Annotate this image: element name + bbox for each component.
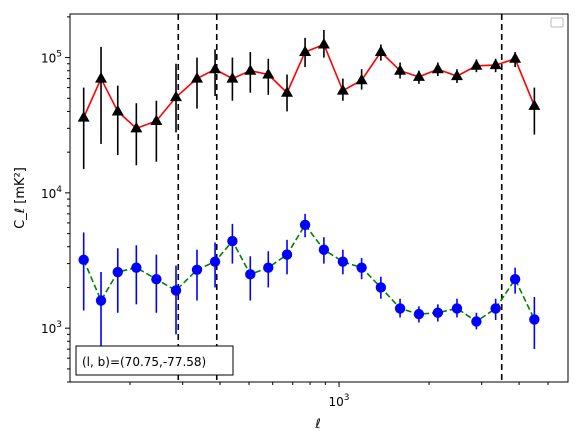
- circle-marker: [394, 303, 406, 314]
- triangle-marker: [150, 114, 163, 126]
- triangle-marker: [355, 73, 368, 85]
- triangle-marker: [431, 62, 444, 74]
- triangle-marker: [374, 45, 387, 57]
- circle-marker: [471, 316, 482, 327]
- circle-marker: [451, 303, 463, 314]
- circle-marker: [95, 295, 107, 306]
- triangle-marker: [489, 58, 502, 70]
- circle-marker: [151, 274, 162, 285]
- circle-marker: [509, 274, 521, 285]
- y-axis-label: C_ℓ [mK²]: [13, 167, 28, 229]
- circle-marker: [490, 303, 501, 314]
- triangle-marker: [191, 72, 203, 83]
- triangle-marker: [209, 62, 222, 74]
- triangle-marker: [281, 86, 293, 97]
- triangle-marker: [470, 59, 483, 70]
- circle-marker: [209, 256, 221, 267]
- triangle-marker: [451, 69, 463, 81]
- triangle-marker: [226, 72, 239, 83]
- circle-marker: [375, 282, 387, 293]
- x-tick-label: 103: [329, 393, 350, 409]
- circle-marker: [245, 269, 256, 280]
- circle-marker: [78, 254, 89, 266]
- series-line: [82, 223, 536, 323]
- triangle-marker: [412, 70, 425, 81]
- circle-marker: [413, 308, 425, 320]
- circle-marker: [131, 262, 142, 273]
- circle-marker: [227, 235, 238, 247]
- circle-marker: [318, 244, 330, 255]
- triangle-marker: [130, 121, 143, 133]
- plot-area: [77, 14, 541, 382]
- x-axis-label: ℓ: [314, 417, 320, 432]
- circle-marker: [170, 285, 182, 296]
- annotation-box: [75, 345, 234, 376]
- circle-marker: [191, 264, 203, 276]
- y-tick-label: 105: [41, 50, 62, 66]
- triangle-marker: [111, 104, 124, 116]
- circle-marker: [263, 262, 274, 273]
- triangle-marker: [95, 72, 108, 83]
- series-line: [82, 43, 536, 130]
- triangle-marker: [170, 90, 182, 102]
- axes-frame: [69, 13, 569, 383]
- triangle-marker: [509, 52, 522, 63]
- y-tick-label: 104: [41, 185, 62, 201]
- y-tick-label: 103: [41, 320, 62, 336]
- circle-marker: [529, 314, 540, 325]
- legend-box: [550, 17, 564, 28]
- triangle-marker: [336, 84, 349, 95]
- triangle-marker: [528, 99, 541, 110]
- triangle-marker: [317, 37, 330, 49]
- circle-marker: [432, 307, 444, 318]
- circle-marker: [337, 256, 349, 267]
- circle-marker: [299, 219, 311, 231]
- coordinates-annotation: (l, b)=(70.75,-77.58): [75, 345, 234, 376]
- triangle-marker: [77, 111, 90, 122]
- annotation-text: (l, b)=(70.75,-77.58): [82, 355, 206, 369]
- triangle-marker: [262, 67, 275, 79]
- axis-ticks: 103 103 104 105: [41, 16, 549, 409]
- triangle-marker: [394, 64, 407, 75]
- circle-marker: [356, 262, 367, 273]
- triangle-marker: [299, 45, 312, 57]
- circle-marker: [281, 249, 293, 260]
- circle-marker: [112, 266, 123, 278]
- triangle-marker: [244, 64, 257, 75]
